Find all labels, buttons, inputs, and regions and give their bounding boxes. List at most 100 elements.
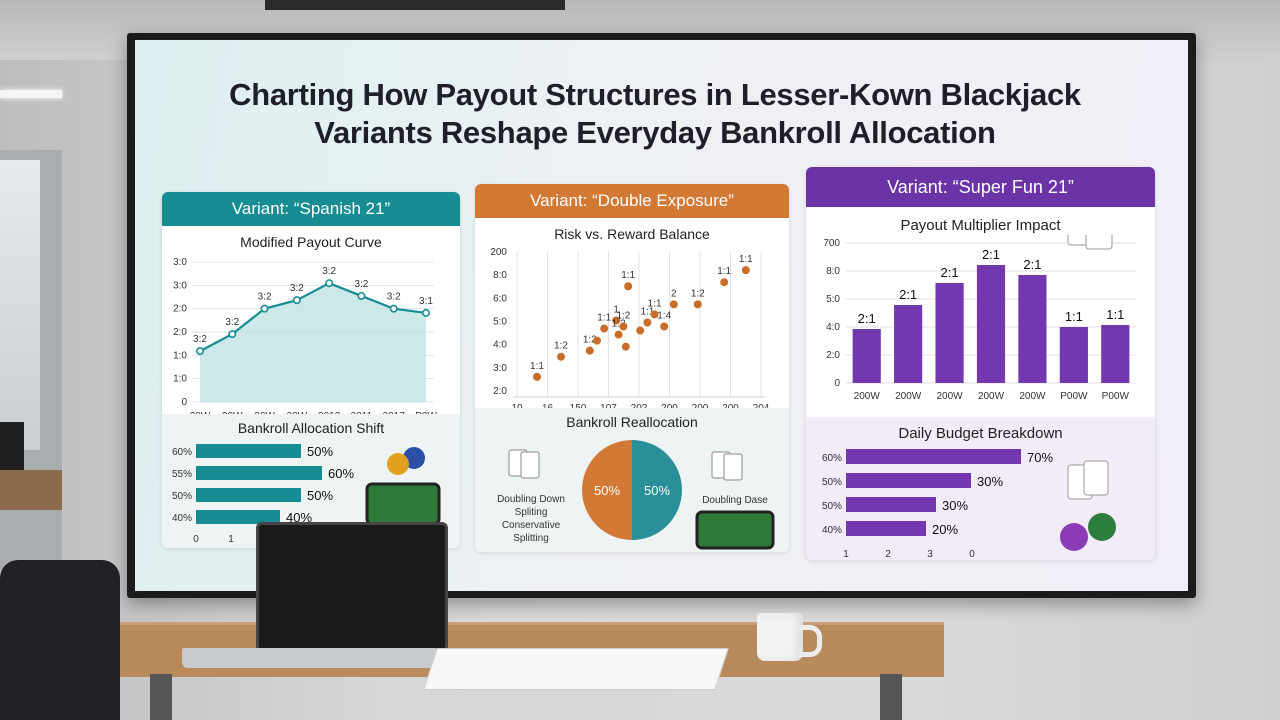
data-point: [636, 326, 645, 335]
slice-label: 50%: [594, 483, 620, 498]
chart-title: Bankroll Allocation Shift: [237, 420, 385, 436]
x-tick-label: 200W: [937, 391, 964, 402]
data-point: [557, 352, 565, 361]
value-label: 40%: [286, 510, 312, 525]
data-point: [741, 266, 750, 275]
value-label: 1:1: [1106, 307, 1124, 322]
y-tick-label: 200: [490, 247, 507, 258]
category-label: 60%: [172, 447, 192, 458]
x-tick-label: 0: [969, 549, 975, 560]
data-label: 3:2: [322, 266, 336, 277]
multiplier-impact-chart: 0 2:0 4:0 5:0 8:0 700 2:1 200W 2:1 200W 2:1 200W 2:1…: [823, 235, 1136, 402]
data-label: 1:1: [717, 266, 731, 277]
value-label: 70%: [1027, 450, 1053, 465]
annotation: Doubling Down: [497, 494, 565, 505]
y-tick-label: 1:0: [173, 374, 187, 385]
y-tick-label: 0: [181, 397, 187, 408]
display-title: Charting How Payout Structures in Lesser…: [175, 76, 1135, 152]
chart-title: Payout Multiplier Impact: [900, 217, 1061, 234]
office-chair: [0, 560, 120, 720]
chart-title: Daily Budget Breakdown: [898, 425, 1063, 442]
data-point: [357, 291, 366, 300]
panel-header: Variant: “Double Exposure”: [475, 184, 789, 218]
data-label: 1:1: [597, 313, 611, 324]
payout-curve-chart: 0 1:0 1:0 2:0 2:0 3:0 3:0 3:2 3:2 3:2 3:2 3:2 3:2 3:2…: [173, 257, 437, 422]
side-window: [0, 160, 40, 450]
playing-card-icon: [723, 453, 743, 481]
card-table-icon: [695, 510, 775, 550]
coffee-mug-handle: [799, 625, 822, 657]
allocation-shift-chart: 60%50%55%60%50%50%40%40%012: [172, 444, 441, 545]
annotation: Spliting: [515, 507, 548, 518]
y-tick-label: 8:0: [493, 270, 507, 281]
x-tick-label: 2: [885, 549, 891, 560]
y-tick-label: 3:0: [173, 257, 187, 268]
risk-reward-chart: 2:03:04:05:06:08:02001016150107202200200…: [490, 247, 769, 414]
value-label: 2:1: [858, 311, 876, 326]
data-point: [533, 372, 541, 381]
data-label: 1:2: [583, 335, 597, 346]
y-tick-label: 0: [834, 378, 840, 389]
data-label: 3:2: [225, 317, 239, 328]
y-tick-label: 5:0: [493, 317, 507, 328]
desk-leg: [880, 674, 902, 720]
x-tick-label: 200W: [854, 391, 881, 402]
pie-slice: [632, 440, 682, 540]
data-point: [650, 310, 659, 319]
annotation: Doubling Dase: [702, 495, 768, 506]
data-label: 3:2: [354, 279, 368, 290]
data-point: [669, 300, 678, 309]
data-point: [693, 300, 702, 309]
ceiling-light: [265, 0, 565, 10]
data-point: [593, 336, 601, 345]
ceiling-light-side: [0, 90, 62, 98]
laptop-keyboard: [182, 648, 437, 668]
data-point: [660, 322, 669, 331]
y-tick-label: 2:0: [173, 304, 187, 315]
data-point: [643, 318, 652, 327]
y-tick-label: 8:0: [826, 266, 840, 277]
chip-stack-icon: [387, 453, 409, 475]
panel-super-fun-21: Variant: “Super Fun 21” Payout Multiplie…: [806, 167, 1155, 560]
data-label: 1:1: [739, 254, 753, 265]
coffee-mug: [757, 613, 803, 661]
y-tick-label: 3:0: [173, 280, 187, 291]
y-tick-label: 3:0: [493, 363, 507, 374]
chart-title: Modified Payout Curve: [240, 234, 382, 250]
panel-header: Variant: “Spanish 21”: [162, 192, 460, 226]
chart-title: Risk vs. Reward Balance: [554, 226, 710, 242]
value-label: 2:1: [1023, 257, 1041, 272]
bar: [196, 488, 301, 502]
annotation: Splitting: [513, 533, 549, 544]
x-tick-label: 200W: [895, 391, 922, 402]
value-label: 2:1: [899, 287, 917, 302]
bar: [894, 305, 923, 383]
data-point: [619, 322, 628, 331]
background-desk: [0, 470, 62, 510]
chip-stack-icon: [1060, 523, 1088, 551]
data-label: 3:2: [193, 334, 207, 345]
y-tick-label: 4:0: [493, 340, 507, 351]
data-label: 3:2: [387, 292, 401, 303]
data-point: [421, 308, 430, 317]
reallocation-pie-chart: 50% 50% Doubling Down Spliting Conservative S…: [497, 440, 775, 550]
category-label: 55%: [172, 469, 192, 480]
data-label: 1:1: [648, 298, 662, 309]
y-tick-label: 2:0: [493, 386, 507, 397]
area-fill: [200, 283, 426, 402]
bar: [846, 449, 1021, 464]
category-label: 40%: [822, 525, 842, 536]
data-label: 1:1: [621, 270, 635, 281]
bar: [935, 283, 964, 383]
data-label: 3:2: [290, 283, 304, 294]
y-tick-label: 2:0: [826, 350, 840, 361]
chart-title: Bankroll Reallocation: [566, 414, 698, 430]
value-label: 30%: [942, 498, 968, 513]
value-label: 30%: [977, 474, 1003, 489]
category-label: 50%: [172, 491, 192, 502]
data-point: [624, 282, 633, 291]
value-label: 60%: [328, 466, 354, 481]
data-point: [612, 316, 621, 325]
category-label: 50%: [822, 501, 842, 512]
playing-card-icon: [1083, 460, 1109, 496]
